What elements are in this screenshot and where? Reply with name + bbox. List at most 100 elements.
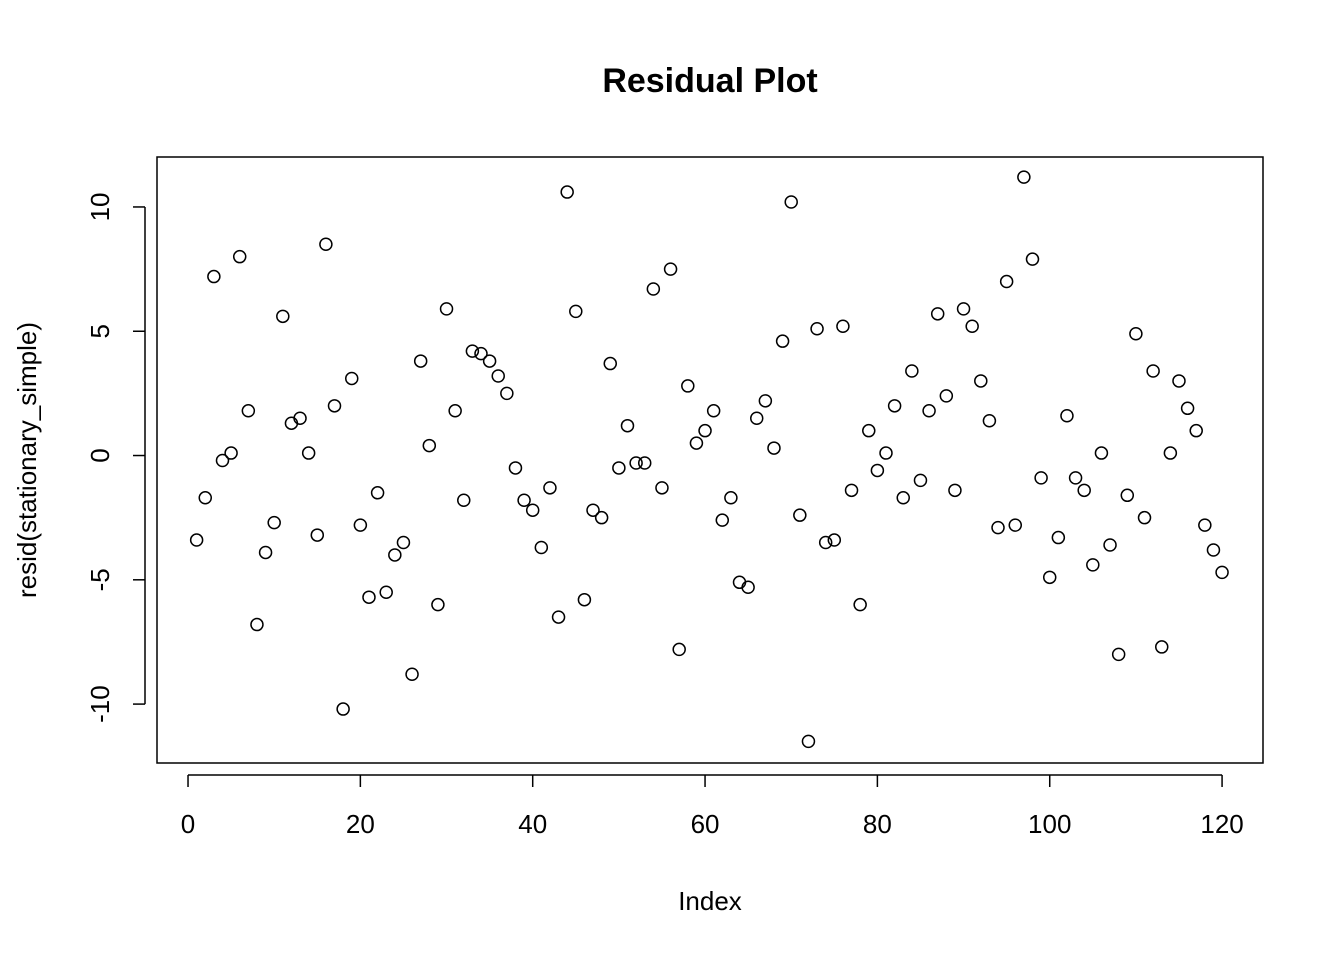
point bbox=[353, 518, 368, 532]
point bbox=[887, 399, 902, 413]
point bbox=[896, 491, 910, 505]
point bbox=[775, 334, 790, 348]
point bbox=[784, 195, 798, 209]
point bbox=[1103, 538, 1117, 552]
point bbox=[569, 304, 583, 319]
point bbox=[577, 592, 592, 607]
x-tick-label: 0 bbox=[181, 809, 195, 839]
point bbox=[198, 491, 213, 505]
point bbox=[534, 540, 549, 555]
point bbox=[405, 667, 419, 682]
point bbox=[1042, 570, 1057, 585]
y-tick-label: 10 bbox=[85, 193, 115, 222]
point bbox=[379, 585, 393, 599]
point bbox=[215, 453, 230, 468]
point bbox=[1068, 471, 1083, 485]
point bbox=[681, 379, 695, 393]
point bbox=[1060, 409, 1074, 423]
y-axis-label: resid(stationary_simple) bbox=[12, 322, 42, 598]
point bbox=[905, 364, 919, 378]
point bbox=[793, 508, 807, 522]
point bbox=[948, 483, 962, 498]
point bbox=[844, 483, 859, 498]
point bbox=[991, 520, 1005, 535]
y-tick-label: 5 bbox=[85, 324, 115, 338]
point bbox=[698, 423, 712, 438]
point bbox=[1146, 364, 1160, 378]
point bbox=[525, 503, 540, 517]
point bbox=[310, 528, 325, 542]
point bbox=[1017, 170, 1031, 184]
point bbox=[500, 386, 514, 401]
point bbox=[413, 354, 428, 368]
point bbox=[396, 535, 411, 550]
point bbox=[870, 463, 885, 478]
chart-title: Residual Plot bbox=[602, 62, 817, 100]
point bbox=[922, 404, 936, 418]
plot-box bbox=[156, 156, 1264, 764]
point bbox=[1189, 423, 1203, 438]
point bbox=[1034, 471, 1048, 485]
point bbox=[836, 319, 850, 334]
point bbox=[853, 597, 867, 612]
point bbox=[715, 513, 730, 527]
point bbox=[250, 617, 264, 632]
point bbox=[1008, 518, 1023, 532]
point bbox=[448, 404, 462, 418]
point bbox=[1137, 510, 1152, 525]
point bbox=[560, 185, 574, 199]
point bbox=[482, 354, 497, 368]
point bbox=[319, 237, 333, 251]
point bbox=[388, 548, 402, 562]
point bbox=[207, 269, 221, 284]
point bbox=[810, 322, 824, 336]
point bbox=[1111, 647, 1126, 662]
point bbox=[801, 734, 816, 749]
point bbox=[551, 610, 566, 624]
point bbox=[982, 413, 997, 428]
point bbox=[431, 597, 445, 612]
point bbox=[767, 441, 781, 455]
point bbox=[706, 404, 721, 418]
x-tick-label: 60 bbox=[691, 809, 720, 839]
point bbox=[939, 389, 954, 403]
point bbox=[1198, 518, 1212, 532]
x-tick-label: 80 bbox=[863, 809, 892, 839]
point bbox=[603, 356, 618, 371]
point bbox=[189, 533, 204, 547]
point bbox=[1077, 483, 1091, 498]
point bbox=[258, 545, 273, 560]
point bbox=[758, 394, 773, 408]
point bbox=[663, 262, 678, 276]
point bbox=[1206, 543, 1221, 557]
point bbox=[1120, 488, 1135, 503]
point bbox=[862, 423, 876, 438]
point bbox=[879, 446, 893, 460]
point bbox=[612, 461, 626, 475]
point bbox=[336, 702, 350, 716]
point bbox=[517, 493, 531, 508]
point bbox=[327, 399, 342, 413]
point bbox=[457, 493, 471, 508]
point bbox=[422, 438, 437, 453]
point bbox=[1172, 374, 1186, 388]
y-tick-label: -10 bbox=[85, 685, 115, 723]
point bbox=[655, 481, 669, 495]
point bbox=[1163, 446, 1178, 460]
point bbox=[301, 446, 316, 460]
point bbox=[1051, 530, 1066, 545]
point bbox=[646, 282, 661, 296]
point bbox=[293, 411, 307, 425]
point bbox=[362, 590, 376, 604]
point bbox=[491, 369, 505, 383]
point bbox=[1025, 252, 1040, 266]
point bbox=[741, 580, 755, 595]
point bbox=[1094, 446, 1109, 460]
point bbox=[1154, 640, 1169, 654]
point bbox=[629, 456, 643, 470]
point bbox=[1215, 565, 1229, 580]
point bbox=[827, 533, 842, 547]
point bbox=[965, 319, 979, 334]
point bbox=[594, 510, 609, 525]
point bbox=[1086, 558, 1100, 572]
